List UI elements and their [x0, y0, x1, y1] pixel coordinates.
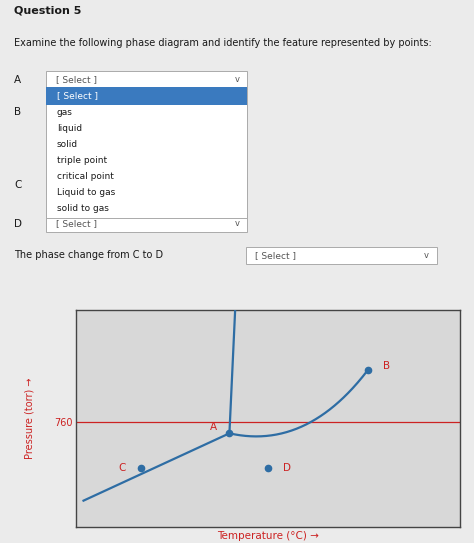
- Text: v: v: [235, 108, 239, 117]
- X-axis label: Temperature (°C) →: Temperature (°C) →: [217, 531, 319, 541]
- Text: v: v: [424, 251, 429, 260]
- Text: solid to gas: solid to gas: [57, 204, 109, 213]
- Text: Liquid to gas: Liquid to gas: [57, 188, 115, 197]
- Text: Question 5: Question 5: [14, 6, 82, 16]
- FancyBboxPatch shape: [46, 177, 247, 194]
- Text: [ Select ]: [ Select ]: [57, 92, 98, 100]
- Text: v: v: [235, 219, 239, 228]
- Text: [ Select ]: [ Select ]: [56, 219, 97, 228]
- Text: [ Select ]: [ Select ]: [56, 108, 97, 117]
- Text: v: v: [235, 75, 239, 84]
- FancyBboxPatch shape: [46, 87, 247, 218]
- Text: gas: gas: [57, 108, 73, 117]
- Text: [ Select ]: [ Select ]: [56, 181, 97, 190]
- Text: v: v: [235, 181, 239, 190]
- Text: [ Select ]: [ Select ]: [56, 75, 97, 84]
- Text: D: D: [283, 463, 291, 473]
- Text: C: C: [118, 463, 126, 473]
- Text: D: D: [14, 219, 22, 229]
- Text: C: C: [14, 180, 22, 191]
- Text: Pressure (torr) →: Pressure (torr) →: [25, 377, 35, 459]
- Text: critical point: critical point: [57, 172, 114, 181]
- Text: A: A: [210, 422, 218, 432]
- Text: [ Select ]: [ Select ]: [255, 251, 296, 260]
- FancyBboxPatch shape: [46, 215, 247, 232]
- Text: triple point: triple point: [57, 156, 107, 165]
- FancyBboxPatch shape: [46, 104, 247, 121]
- Text: B: B: [383, 361, 390, 371]
- Text: solid: solid: [57, 140, 78, 149]
- Text: A: A: [14, 75, 21, 85]
- FancyBboxPatch shape: [46, 71, 247, 89]
- Text: B: B: [14, 107, 21, 117]
- FancyBboxPatch shape: [46, 87, 247, 105]
- Text: liquid: liquid: [57, 124, 82, 133]
- FancyBboxPatch shape: [246, 247, 437, 264]
- Text: The phase change from C to D: The phase change from C to D: [14, 250, 164, 260]
- Text: Examine the following phase diagram and identify the feature represented by poin: Examine the following phase diagram and …: [14, 38, 432, 48]
